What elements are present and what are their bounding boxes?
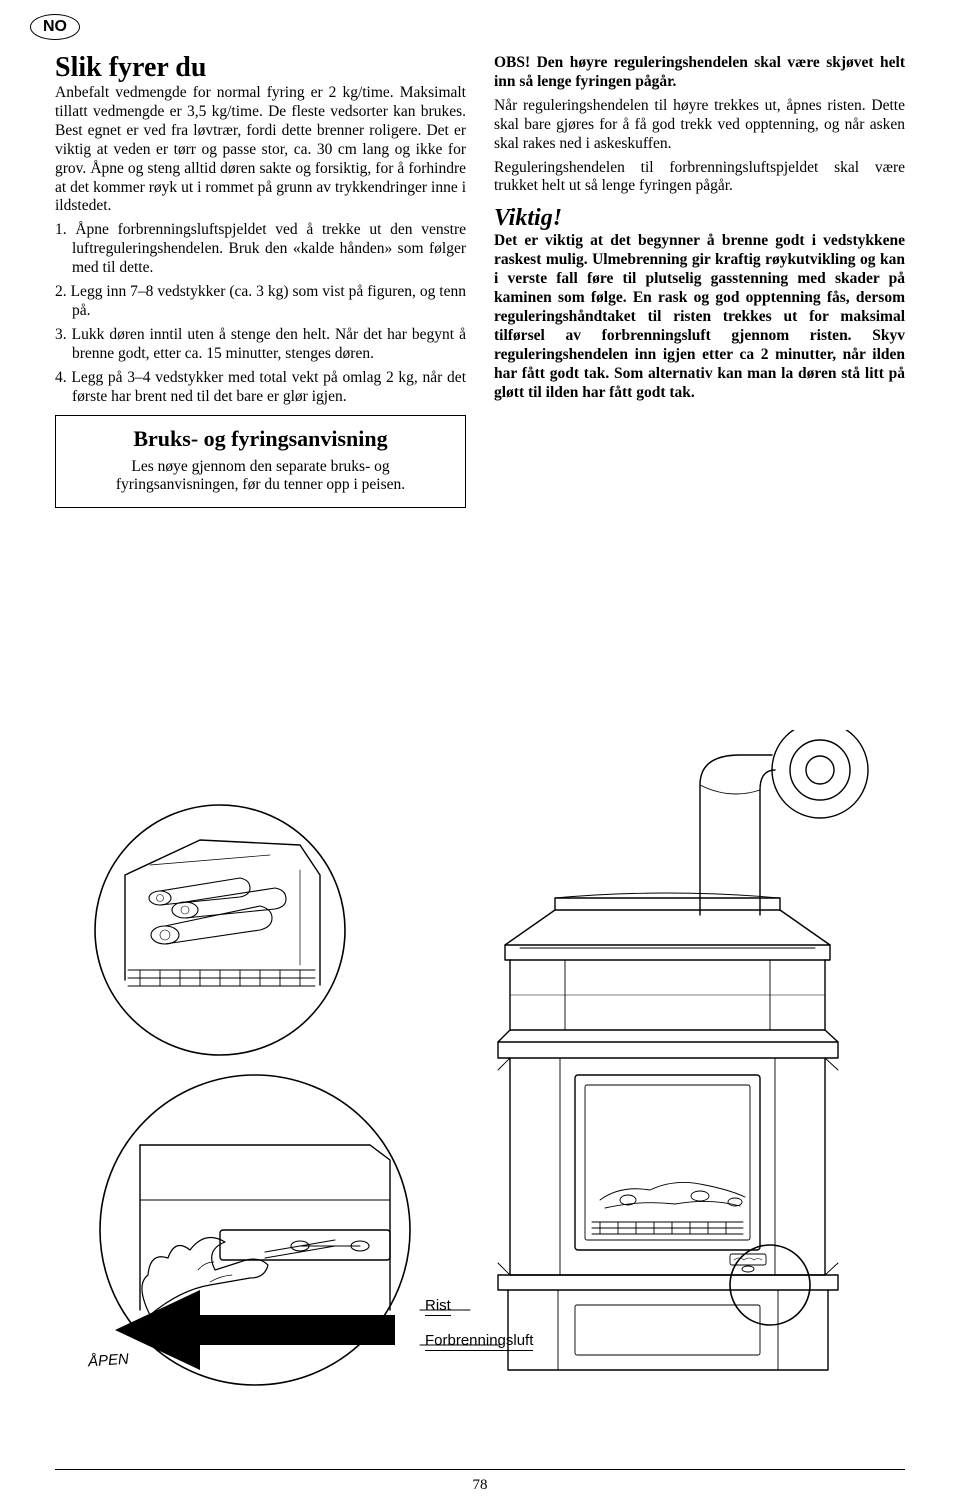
language-badge: NO: [30, 14, 80, 40]
left-column: Slik fyrer du Anbefalt vedmengde for nor…: [55, 54, 466, 508]
right-column: OBS! Den høyre reguleringshendelen skal …: [494, 54, 905, 508]
intro-paragraph: Anbefalt vedmengde for normal fyring er …: [55, 84, 466, 216]
list-item: Legg på 3–4 vedstykker med total vekt på…: [55, 369, 466, 407]
footer-rule: [55, 1469, 905, 1470]
content-columns: Slik fyrer du Anbefalt vedmengde for nor…: [55, 54, 905, 508]
viktig-body: Det er viktig at det begynner å brenne g…: [494, 232, 905, 402]
stove-illustration: ÅPEN Rist Forbrenningsluft: [0, 730, 960, 1430]
page-number: 78: [0, 1477, 960, 1494]
apen-label: ÅPEN: [87, 1351, 129, 1371]
box-text: Les nøye gjennom den separate bruks- og …: [70, 458, 451, 496]
list-item: Legg inn 7–8 vedstykker (ca. 3 kg) som v…: [55, 283, 466, 321]
viktig-heading: Viktig!: [494, 206, 905, 230]
rist-label: Rist: [425, 1297, 451, 1314]
paragraph: Reguleringshendelen til forbrenningsluft…: [494, 159, 905, 197]
obs-paragraph: OBS! Den høyre reguleringshendelen skal …: [494, 54, 905, 92]
list-item: Lukk døren inntil uten å stenge den helt…: [55, 326, 466, 364]
paragraph: Når reguleringshendelen til høyre trekke…: [494, 97, 905, 154]
steps-list: Åpne forbrenningsluftspjeldet ved å trek…: [55, 221, 466, 406]
heading-slik-fyrer-du: Slik fyrer du: [55, 54, 466, 82]
box-heading: Bruks- og fyringsanvisning: [70, 426, 451, 452]
forbrenningsluft-label: Forbrenningsluft: [425, 1332, 533, 1349]
list-item: Åpne forbrenningsluftspjeldet ved å trek…: [55, 221, 466, 278]
instruction-box: Bruks- og fyringsanvisning Les nøye gjen…: [55, 415, 466, 509]
stove-svg: [0, 730, 960, 1430]
